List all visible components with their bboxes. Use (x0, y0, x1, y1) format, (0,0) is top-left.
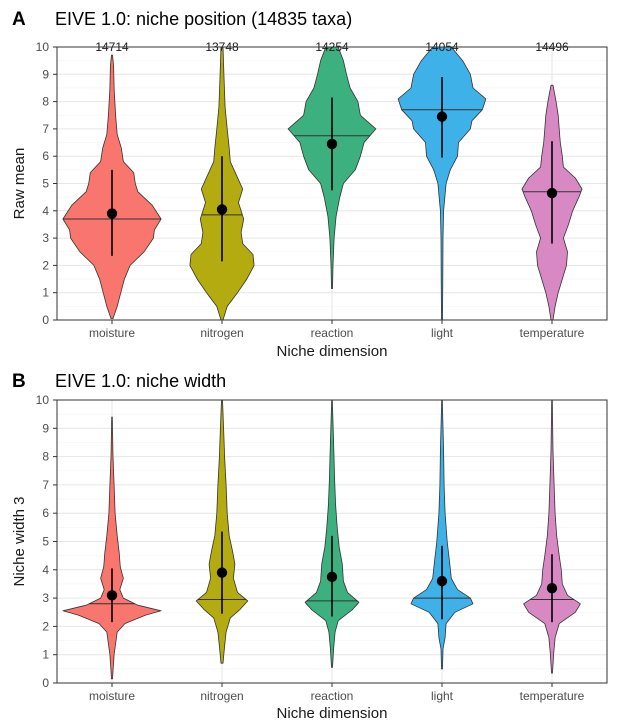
y-tick-label: 9 (42, 67, 49, 81)
y-tick-label: 8 (42, 95, 49, 109)
x-tick-label: reaction (311, 326, 354, 340)
y-tick-label: 2 (42, 619, 49, 633)
x-tick-label: temperature (520, 326, 585, 340)
violin-moisture (62, 416, 162, 680)
mean-point-moisture (106, 590, 118, 601)
y-tick-label: 6 (42, 506, 49, 520)
mean-point-moisture (106, 208, 118, 219)
y-tick-label: 2 (42, 258, 49, 272)
x-tick-label: moisture (89, 689, 135, 703)
mean-point-temperature (546, 582, 558, 594)
x-tick-label: moisture (89, 326, 135, 340)
y-axis-label: Niche width 3 (11, 496, 28, 586)
panel-label: B (12, 371, 26, 392)
y-tick-label: 5 (42, 177, 49, 191)
y-tick-label: 0 (42, 676, 49, 690)
x-tick-label: nitrogen (200, 326, 243, 340)
y-axis-label: Raw mean (11, 148, 28, 220)
mean-point-nitrogen (216, 567, 228, 578)
y-tick-label: 6 (42, 149, 49, 163)
x-axis-label: Niche dimension (277, 705, 388, 722)
mean-point-reaction (326, 138, 338, 150)
y-tick-label: 4 (42, 563, 49, 577)
y-tick-label: 10 (36, 40, 50, 54)
mean-point-light (436, 575, 448, 587)
mean-point-light (436, 111, 448, 122)
x-tick-label: temperature (520, 689, 585, 703)
panel-b: moisture nitrogen reaction light temperature… (11, 371, 608, 722)
y-tick-label: 4 (42, 204, 49, 218)
chart-title: EIVE 1.0: niche width (55, 371, 226, 391)
panel-label: A (12, 9, 26, 30)
y-tick-label: 3 (42, 231, 49, 245)
y-tick-label: 7 (42, 122, 49, 136)
x-tick-label: light (431, 689, 454, 703)
mean-point-temperature (546, 187, 558, 199)
mean-point-reaction (326, 571, 338, 583)
y-tick-label: 10 (36, 393, 50, 407)
y-tick-label: 5 (42, 535, 49, 549)
x-axis-label: Niche dimension (277, 343, 388, 360)
x-tick-label: reaction (311, 689, 354, 703)
chart-title: EIVE 1.0: niche position (14835 taxa) (55, 9, 352, 29)
panel-a: moisture14714nitrogen13748reaction14254l… (11, 9, 608, 360)
y-tick-label: 9 (42, 421, 49, 435)
y-tick-label: 0 (42, 313, 49, 327)
x-tick-label: nitrogen (200, 689, 243, 703)
x-tick-label: light (431, 326, 454, 340)
y-tick-label: 7 (42, 478, 49, 492)
y-tick-label: 3 (42, 591, 49, 605)
mean-point-nitrogen (216, 204, 228, 215)
y-tick-label: 8 (42, 450, 49, 464)
y-tick-label: 1 (42, 286, 49, 300)
y-tick-label: 1 (42, 648, 49, 662)
